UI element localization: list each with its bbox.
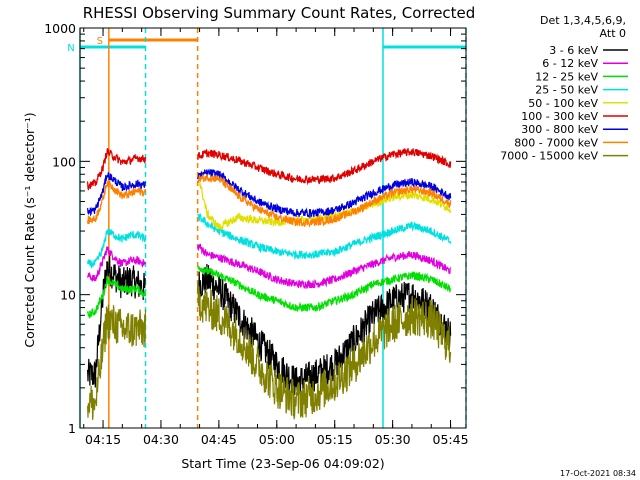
series-line [199,182,452,230]
x-tick-label: 04:15 [85,432,121,447]
legend-label: 800 - 7000 keV [514,136,598,149]
legend-label: 6 - 12 keV [542,57,598,70]
x-axis-label: Start Time (23-Sep-06 04:09:02) [181,456,384,471]
y-tick-label: 1000 [44,21,76,36]
x-tick-label: 04:45 [201,432,237,447]
x-tick-label: 05:00 [259,432,295,447]
y-axis-label: Corrected Count Rate (s⁻¹ detector⁻¹) [22,112,37,347]
legend-label: 3 - 6 keV [549,44,598,57]
series-line [87,265,452,319]
legend-detectors: Det 1,3,4,5,6,9, [540,14,626,27]
plot-frame [79,27,467,429]
legend-label: 7000 - 15000 keV [500,150,598,163]
series-line [87,282,452,420]
x-tick-label: 05:45 [433,432,469,447]
series-line [87,243,452,289]
y-tick-label: 10 [60,288,76,303]
series-line [87,255,452,396]
generation-timestamp: 17-Oct-2021 08:34 [560,469,636,478]
x-tick-label: 04:30 [143,432,179,447]
legend-label: 300 - 800 keV [521,123,598,136]
chart-title: RHESSI Observing Summary Count Rates, Co… [83,4,476,22]
legend-label: 50 - 100 keV [528,97,598,110]
legend-label: 100 - 300 keV [521,110,598,123]
y-tick-label: 1 [68,421,76,436]
annotation-label: N [67,43,74,54]
annotation-label: S [97,36,103,47]
series-line [87,148,452,191]
series-line [87,213,452,269]
data-series [87,148,452,420]
y-tick-label: 100 [52,154,76,169]
legend-label: 25 - 50 keV [535,84,598,97]
series-line [87,168,452,219]
series-line [87,174,452,229]
x-tick-label: 05:15 [317,432,353,447]
x-tick-label: 05:30 [375,432,411,447]
legend-label: 12 - 25 keV [535,70,598,83]
time-annotation-bars: SN [67,36,466,54]
axes: 04:15 04:30 04:45 05:00 05:15 05:30 05:45 1 10 10… [44,21,468,447]
legend-attenuator: Att 0 [600,27,626,40]
